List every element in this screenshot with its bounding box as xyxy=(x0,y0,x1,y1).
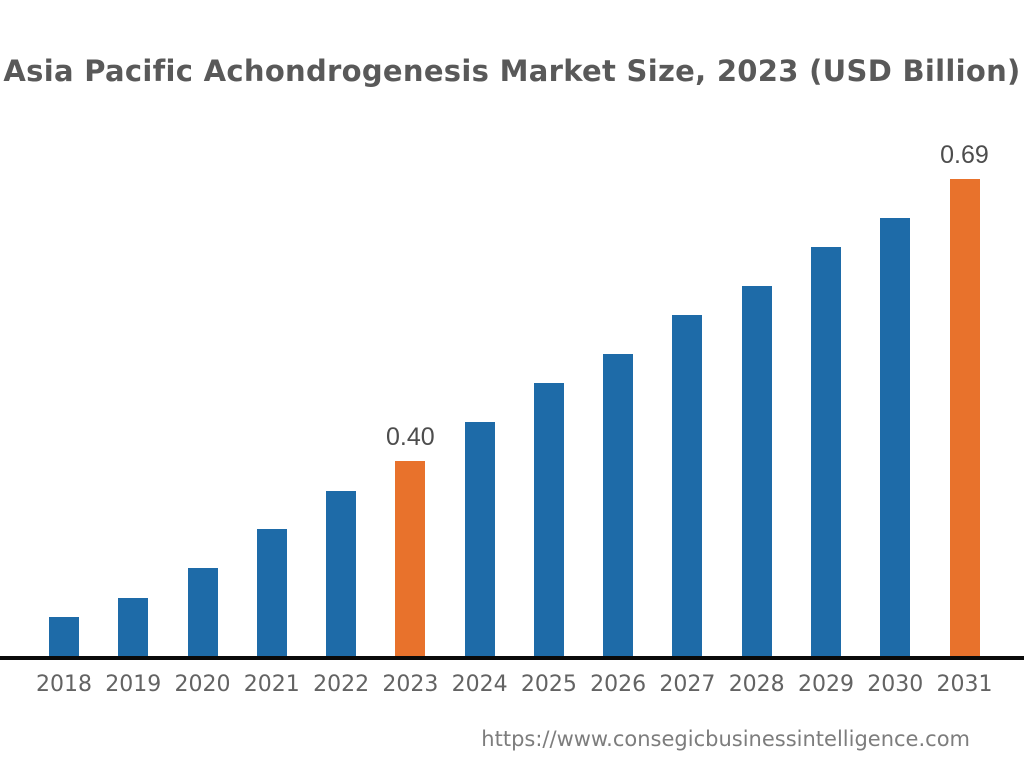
bar-2029 xyxy=(810,247,841,656)
x-tick-2031: 2031 xyxy=(936,672,993,697)
source-url: https://www.consegicbusinessintelligence… xyxy=(481,727,970,751)
bar-2030 xyxy=(880,218,911,656)
bar-2019 xyxy=(118,598,149,656)
bar-2026 xyxy=(603,354,634,656)
x-tick-2025: 2025 xyxy=(520,672,577,697)
bar-2018 xyxy=(49,617,79,656)
value-label-2023: 0.40 xyxy=(386,423,435,451)
bar-2027 xyxy=(672,315,703,656)
x-tick-2022: 2022 xyxy=(313,672,370,697)
x-tick-2029: 2029 xyxy=(797,672,854,697)
x-tick-2024: 2024 xyxy=(451,672,508,697)
chart-title: Asia Pacific Achondrogenesis Market Size… xyxy=(3,54,1021,88)
bar-2031 xyxy=(949,179,980,656)
bar-2020 xyxy=(187,568,218,656)
x-tick-2030: 2030 xyxy=(867,672,924,697)
x-tick-2021: 2021 xyxy=(243,672,300,697)
x-tick-2019: 2019 xyxy=(105,672,162,697)
x-tick-2018: 2018 xyxy=(36,672,92,697)
bar-2022 xyxy=(326,491,357,656)
x-axis-line xyxy=(0,656,1024,660)
bar-2023 xyxy=(395,461,426,656)
x-tick-2023: 2023 xyxy=(382,672,439,697)
bar-2025 xyxy=(533,383,564,656)
x-tick-2026: 2026 xyxy=(590,672,647,697)
value-label-2031: 0.69 xyxy=(940,141,989,169)
x-tick-2020: 2020 xyxy=(174,672,231,697)
x-tick-2028: 2028 xyxy=(728,672,785,697)
bar-2028 xyxy=(741,286,772,656)
bar-2021 xyxy=(256,529,287,656)
x-tick-2027: 2027 xyxy=(659,672,716,697)
bar-2024 xyxy=(464,422,495,656)
